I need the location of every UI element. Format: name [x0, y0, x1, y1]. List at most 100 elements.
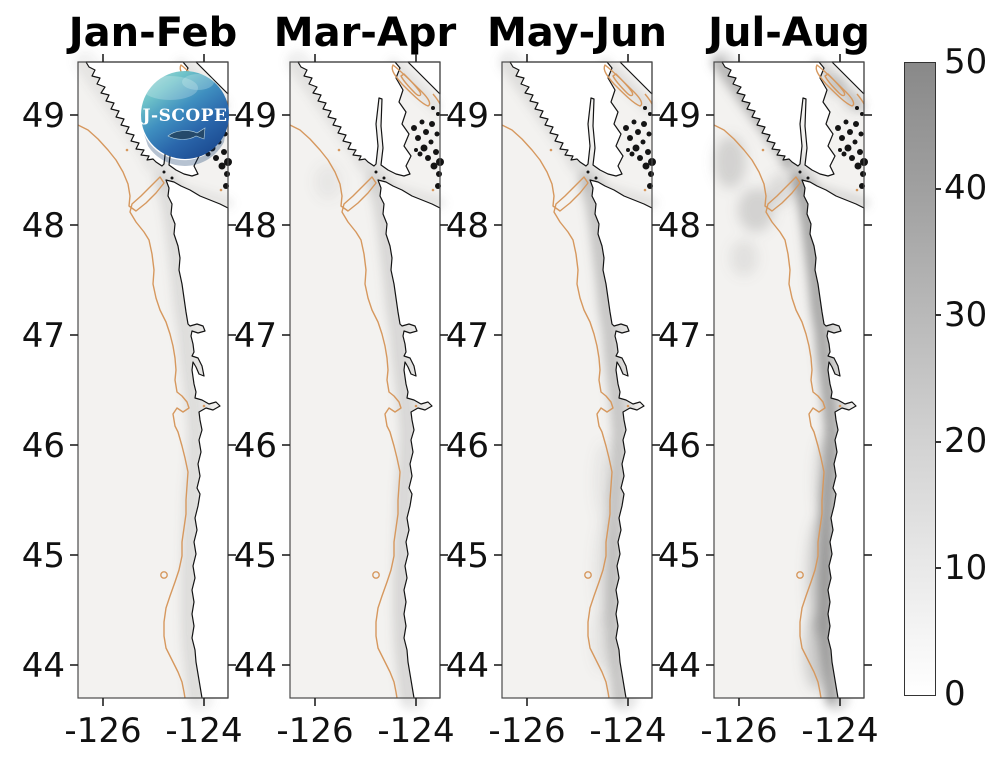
panel-border	[713, 61, 865, 699]
isobath-contour-200m	[501, 64, 653, 699]
island	[631, 119, 637, 125]
island	[838, 148, 842, 152]
island	[646, 131, 652, 137]
axis-ticks	[706, 54, 872, 706]
y-tick-label: 49	[446, 96, 489, 136]
island	[623, 125, 629, 131]
colorbar-tick-label: 50	[944, 42, 988, 82]
x-tick-label: -124	[377, 711, 454, 751]
island	[640, 139, 646, 145]
y-tick-label: 49	[658, 96, 701, 136]
x-tick-label: -126	[700, 711, 777, 751]
island	[852, 139, 858, 145]
y-tick-label: 45	[446, 536, 489, 576]
coastline	[297, 61, 444, 699]
jscope-logo: J-SCOPE	[141, 71, 229, 166]
y-tick-label: 45	[658, 536, 701, 576]
island	[162, 170, 166, 174]
map-panel-mayjun: 49 48 47 46 45 44 -126 -124	[446, 49, 667, 751]
shading-patches	[314, 164, 342, 200]
island	[213, 155, 219, 161]
panel-title-janfeb: Jan-Feb	[68, 10, 238, 56]
vancouver-island-land	[721, 61, 836, 177]
island	[641, 121, 647, 127]
island	[843, 119, 849, 125]
island	[635, 129, 641, 135]
island	[632, 144, 640, 152]
island	[586, 170, 590, 174]
island	[629, 151, 635, 157]
y-tick-label: 45	[234, 536, 277, 576]
island	[429, 121, 435, 127]
island	[645, 149, 651, 155]
colorbar-tick	[935, 441, 941, 443]
shading-patches	[592, 442, 618, 672]
y-tick-label: 44	[658, 646, 701, 686]
axis-tick-labels: 49 48 47 46 45 44 -126 -124	[234, 96, 455, 751]
colorbar-tick-label: 0	[944, 674, 966, 714]
panel-border	[289, 61, 441, 699]
colorbar-tick	[935, 314, 941, 316]
island	[835, 125, 841, 131]
island	[855, 106, 859, 110]
y-tick-label: 48	[22, 206, 65, 246]
island	[594, 176, 598, 180]
panel-border	[501, 61, 653, 699]
y-tick-label: 47	[22, 316, 65, 356]
y-tick-label: 49	[234, 96, 277, 136]
y-tick-label: 46	[658, 426, 701, 466]
island	[428, 139, 434, 145]
island	[382, 176, 386, 180]
y-tick-label: 48	[658, 206, 701, 246]
axis-tick-labels: 49 48 47 46 45 44 -126 -124	[658, 96, 879, 751]
y-tick-label: 47	[658, 316, 701, 356]
island	[436, 112, 440, 116]
coastline	[509, 61, 656, 699]
panel-title-marapr: Mar-Apr	[273, 10, 457, 56]
y-tick-label: 46	[446, 426, 489, 466]
washington-oregon-land	[589, 179, 653, 699]
fish-icon	[167, 127, 206, 140]
island	[858, 131, 864, 137]
island	[414, 148, 418, 152]
vancouver-island-land	[297, 61, 412, 177]
y-tick-label: 48	[234, 206, 277, 246]
axis-tick-labels: 49 48 47 46 45 44 -126 -124	[446, 96, 667, 751]
x-tick-label: -126	[488, 711, 565, 751]
y-tick-label: 44	[234, 646, 277, 686]
colorbar-tick-label: 30	[944, 295, 988, 335]
logo-text: J-SCOPE	[141, 106, 228, 126]
island	[857, 149, 863, 155]
island	[221, 149, 227, 155]
x-tick-label: -126	[276, 711, 353, 751]
island	[374, 170, 378, 174]
island	[430, 162, 438, 170]
axis-ticks	[494, 54, 660, 706]
x-tick-label: -124	[165, 711, 242, 751]
island	[798, 170, 802, 174]
y-tick-label: 44	[22, 646, 65, 686]
island	[854, 162, 862, 170]
island	[170, 176, 174, 180]
island	[642, 162, 650, 170]
y-tick-label: 47	[234, 316, 277, 356]
island	[425, 155, 431, 161]
x-tick-label: -124	[801, 711, 878, 751]
island	[411, 125, 417, 131]
island	[423, 129, 429, 135]
y-tick-label: 49	[22, 96, 65, 136]
island	[218, 162, 226, 170]
island	[643, 106, 647, 110]
colorbar-gradient	[904, 62, 936, 696]
colorbar-tick-label: 40	[944, 168, 988, 208]
island	[860, 112, 864, 116]
axis-tick-labels: 49 48 47 46 45 44 -126 -124	[22, 96, 243, 751]
y-tick-label: 45	[22, 536, 65, 576]
island	[431, 106, 435, 110]
island	[415, 135, 421, 141]
coastline	[721, 61, 868, 699]
x-tick-label: -126	[64, 711, 141, 751]
island	[419, 119, 425, 125]
island	[839, 135, 845, 141]
